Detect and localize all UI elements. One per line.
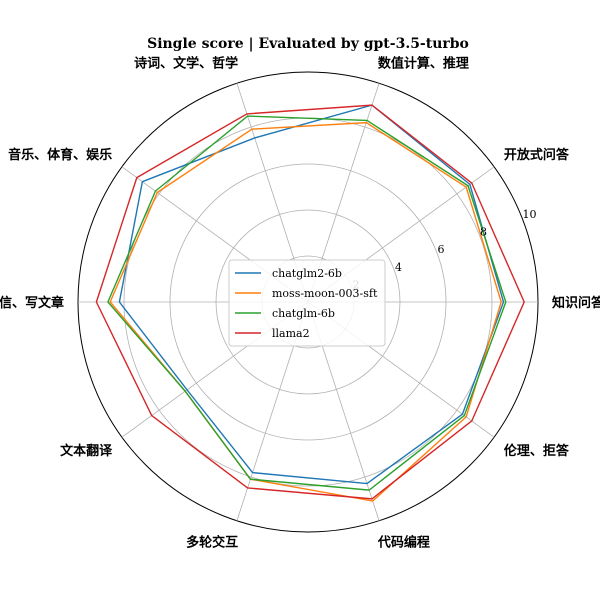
legend-label: chatglm-6b <box>272 307 335 320</box>
series-line-moss-moon-003-sft <box>109 121 502 502</box>
axis-label: 音乐、体育、娱乐 <box>8 147 112 163</box>
legend-box <box>228 259 386 347</box>
axis-label: 多轮交互 <box>186 535 238 551</box>
axis-label: 开放式问答 <box>504 147 570 163</box>
radial-tick-label: 10 <box>523 208 537 221</box>
legend-label: moss-moon-003-sft <box>272 287 378 300</box>
legend: chatglm2-6b moss-moon-003-sft chatglm-6b ll… <box>228 259 386 347</box>
axis-label: 诗词、文学、哲学 <box>134 55 238 71</box>
series-line-llama2 <box>95 104 525 500</box>
axis-labels: 知识问答 开放式问答 数值计算、推理 诗词、文学、哲学音乐、体育、娱乐写信、写文章文本… <box>0 55 600 550</box>
radial-tick-label: 6 <box>438 243 445 256</box>
legend-label: llama2 <box>272 327 310 340</box>
axis-label: 代码编程 <box>377 535 430 551</box>
chart-title: Single score | Evaluated by gpt-3.5-turb… <box>147 36 469 52</box>
axis-label: 伦理、拒答 <box>504 443 570 459</box>
axis-label: 写信、写文章 <box>0 295 64 311</box>
legend-label: chatglm2-6b <box>272 267 342 280</box>
radial-tick-label: 8 <box>480 226 487 239</box>
axis-label: 文本翻译 <box>60 443 113 459</box>
series-line-chatglm2-6b <box>118 104 505 485</box>
axis-label: 数值计算、推理 <box>378 55 469 71</box>
axis-label: 知识问答 <box>552 295 600 311</box>
radar-series <box>95 104 525 502</box>
radial-tick-label: 4 <box>395 261 402 274</box>
series-line-chatglm-6b <box>107 115 507 491</box>
